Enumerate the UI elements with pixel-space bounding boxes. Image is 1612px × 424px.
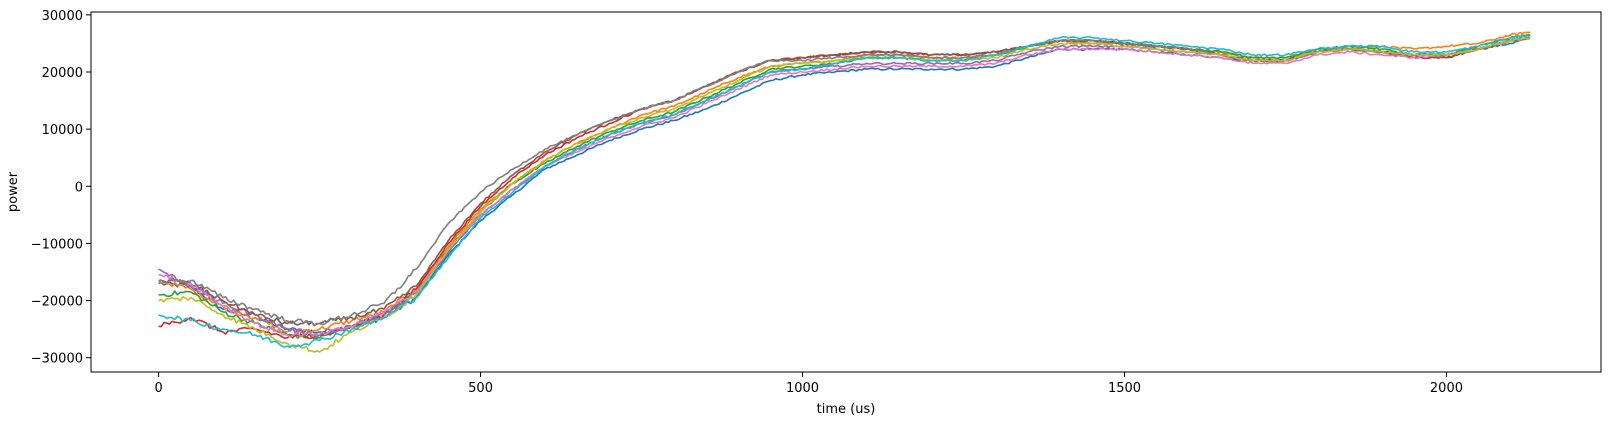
series-lines [158, 31, 1531, 353]
plot-frame [90, 11, 1602, 373]
x-tick-label: 2000 [1430, 381, 1463, 396]
y-tick-label: 10000 [42, 123, 83, 138]
y-axis-label: power [6, 171, 21, 212]
series-line-2 [158, 31, 1531, 334]
y-tick-label: 30000 [42, 9, 83, 24]
x-axis: 0 500 1000 1500 2000 [154, 372, 1463, 396]
y-tick-label: 0 [75, 180, 83, 195]
x-tick-label: 0 [154, 381, 162, 396]
series-line-1 [158, 36, 1531, 334]
series-line-3 [158, 33, 1531, 340]
series-line-7 [158, 36, 1531, 338]
x-tick-label: 1500 [1108, 381, 1141, 396]
y-tick-label: −20000 [31, 295, 83, 310]
series-line-10 [158, 33, 1531, 348]
series-line-5 [158, 37, 1531, 338]
y-tick-label: −30000 [31, 352, 83, 367]
x-tick-label: 1000 [786, 381, 819, 396]
series-line-4 [158, 36, 1531, 340]
series-line-6 [158, 36, 1531, 327]
y-tick-label: 20000 [42, 66, 83, 81]
y-tick-label: −10000 [31, 237, 83, 252]
series-line-8 [158, 36, 1531, 326]
y-axis: −30000 −20000 −10000 0 10000 20000 30000 [31, 9, 91, 367]
x-tick-label: 500 [468, 381, 493, 396]
series-line-9 [158, 37, 1531, 353]
x-axis-label: time (us) [817, 402, 876, 417]
